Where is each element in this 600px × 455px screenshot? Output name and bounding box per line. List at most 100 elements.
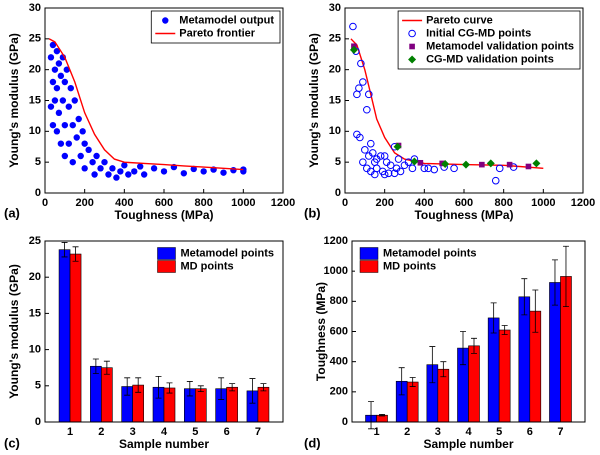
point <box>408 164 417 173</box>
point <box>89 158 96 166</box>
plot-frame <box>44 7 284 194</box>
legend-swatch <box>408 55 417 64</box>
legend-label: CG-MD validation points <box>426 53 554 65</box>
panel-label: (c) <box>4 435 20 450</box>
panel-label: (d) <box>304 435 321 450</box>
legend-label: MD points <box>383 260 436 272</box>
error-bar <box>429 346 436 384</box>
error-bar <box>72 246 79 262</box>
error-bar <box>135 377 142 393</box>
point <box>363 105 371 114</box>
y-tick-label: 10 <box>329 125 341 137</box>
legend-label: Pareto curve <box>426 14 493 26</box>
panel-label: (b) <box>304 205 321 220</box>
error-bar <box>61 242 68 258</box>
point <box>190 165 197 173</box>
point <box>495 164 504 173</box>
point <box>53 47 61 55</box>
x-tick-label: 1000 <box>231 197 255 209</box>
legend-label: Metamodel validation points <box>426 40 574 52</box>
point <box>441 160 450 169</box>
error-bar <box>124 377 131 396</box>
point <box>79 128 86 135</box>
point <box>370 170 379 179</box>
x-tick-label: 600 <box>155 197 173 209</box>
point <box>49 41 57 49</box>
y-tick-label: 15 <box>29 307 41 319</box>
error-bar <box>409 377 416 387</box>
bar <box>406 381 419 423</box>
point <box>55 60 63 67</box>
y-tick-label: 1200 <box>324 235 348 247</box>
x-tick-label: 800 <box>194 197 212 209</box>
legend-box <box>397 10 581 70</box>
y-axis-label: Young's modulus (GPa) <box>7 33 21 168</box>
x-tick-label: 200 <box>75 197 93 209</box>
x-tick-label: 3 <box>130 426 136 438</box>
point <box>200 168 207 175</box>
x-tick-label: 4 <box>161 426 168 438</box>
y-axis-label: Toughness (MPa) <box>314 282 328 381</box>
point <box>410 157 419 166</box>
panel: 0 5 10 15 20 25 30 0 200 400 600 800 1000 1200 Toughne… <box>304 2 595 222</box>
point <box>393 142 402 151</box>
point <box>368 149 377 157</box>
point <box>532 159 541 168</box>
x-tick-label: 5 <box>192 426 198 438</box>
point <box>486 159 495 168</box>
x-tick-label: 1 <box>67 426 73 438</box>
legend-label: Metamodel points <box>180 247 274 259</box>
error-bar <box>155 375 162 399</box>
x-tick-label: 1200 <box>571 197 595 209</box>
point <box>97 165 104 172</box>
legend-swatch <box>157 260 176 273</box>
point <box>380 170 389 179</box>
point <box>117 168 124 175</box>
point <box>180 170 188 177</box>
legend-swatch <box>408 29 416 38</box>
legend-swatch <box>162 17 169 24</box>
point <box>57 140 65 147</box>
y-tick-label: 600 <box>330 325 348 337</box>
y-tick-label: 30 <box>329 2 341 14</box>
y-tick-label: 15 <box>29 94 41 106</box>
error-bar <box>532 289 539 333</box>
y-tick-label: 5 <box>335 156 341 168</box>
point <box>506 161 513 168</box>
point <box>67 84 74 92</box>
bar <box>58 249 71 423</box>
point <box>365 90 373 99</box>
point <box>49 121 57 129</box>
x-tick-label: 800 <box>494 197 512 209</box>
y-tick-label: 400 <box>330 356 348 368</box>
point <box>357 59 365 68</box>
error-bar <box>490 302 497 334</box>
point <box>461 160 470 169</box>
bar <box>90 365 102 423</box>
bar <box>468 345 480 423</box>
y-tick-label: 800 <box>330 295 348 307</box>
point <box>69 158 76 166</box>
y-tick-label: 0 <box>35 416 41 428</box>
y-tick-label: 200 <box>330 386 348 398</box>
point <box>125 171 132 178</box>
error-bar <box>249 378 256 404</box>
x-tick-label: 2 <box>404 426 410 438</box>
point <box>160 168 168 175</box>
point <box>386 161 395 170</box>
point <box>479 161 485 168</box>
bar <box>69 253 82 423</box>
error-bar <box>501 325 508 335</box>
legend-label: Pareto frontier <box>179 27 256 39</box>
x-axis-label: Sample number <box>423 437 513 451</box>
point <box>69 121 76 129</box>
point <box>61 121 69 129</box>
bar <box>101 367 113 423</box>
x-tick-label: 1 <box>373 426 379 438</box>
legend-box <box>150 10 281 44</box>
y-tick-label: 25 <box>29 235 41 247</box>
point <box>230 166 237 174</box>
